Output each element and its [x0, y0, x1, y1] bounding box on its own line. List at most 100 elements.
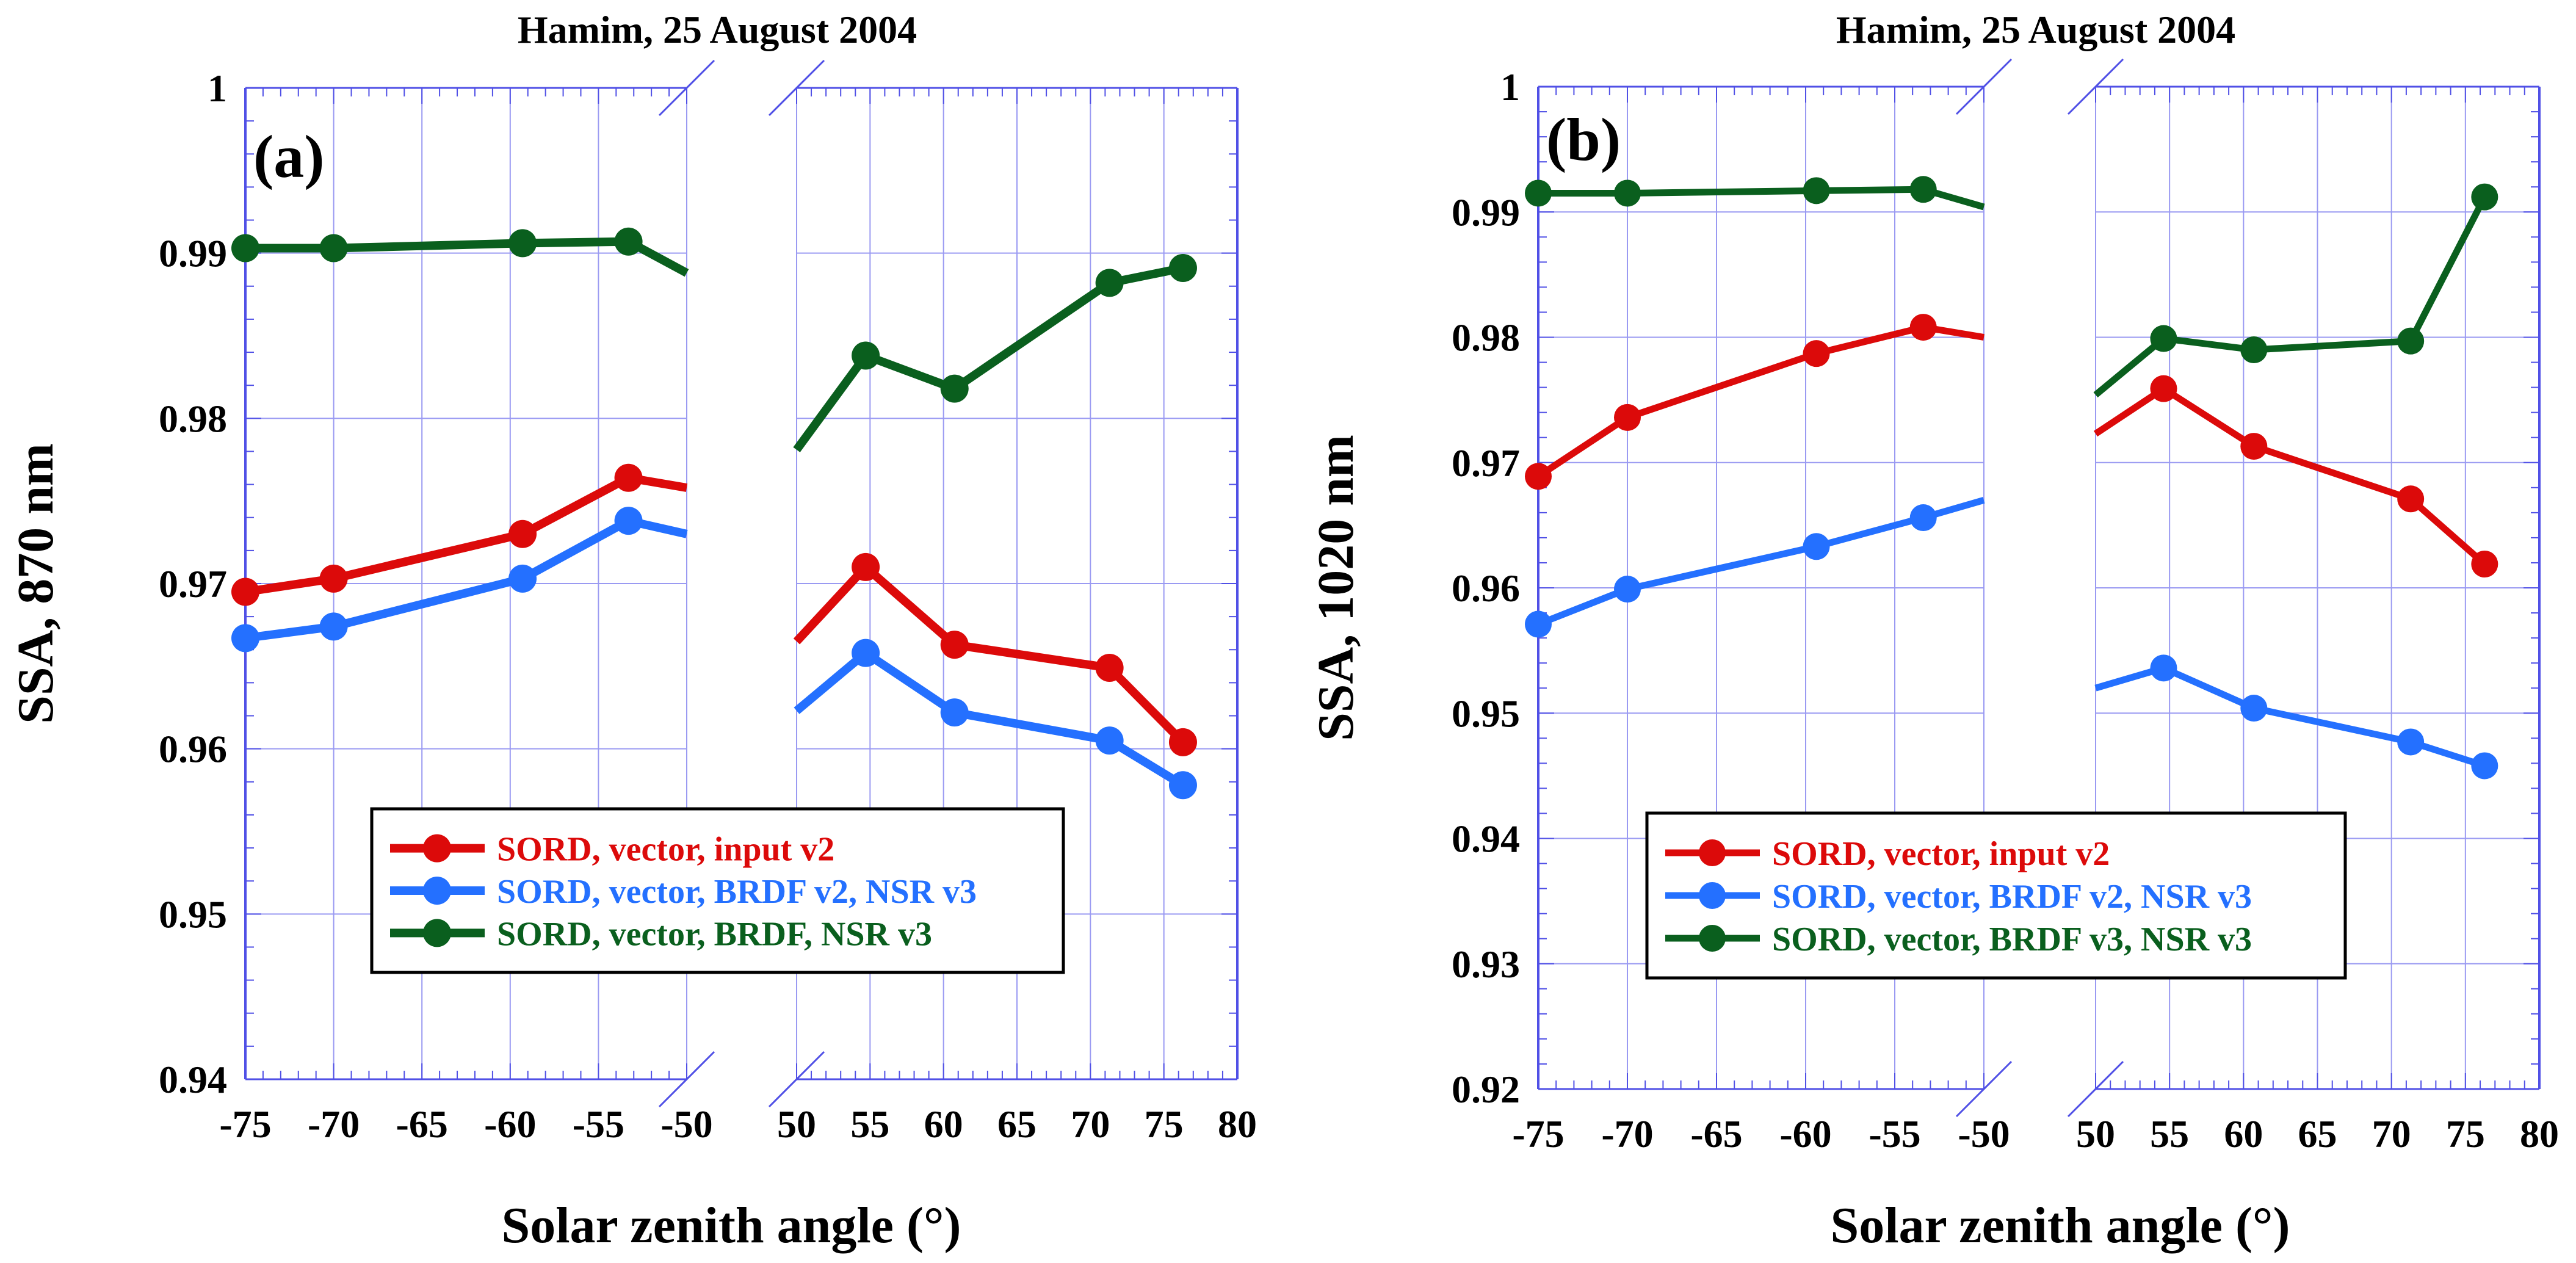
axis-break-mark: [768, 59, 825, 117]
y-tick-label: 0.99: [1452, 190, 1520, 234]
data-point: [614, 227, 643, 256]
data-point: [1525, 179, 1552, 207]
legend-marker: [423, 834, 451, 863]
legend-marker: [1699, 839, 1726, 866]
axis-segment-negative: -75 -70 -65 -60 -55 -50: [1512, 58, 2013, 1156]
axis-break-mark: [1955, 1060, 2013, 1118]
y-tick-label: 0.94: [159, 1058, 227, 1101]
data-point: [2150, 325, 2177, 352]
y-tick-label: 0.98: [1452, 316, 1520, 360]
x-tick-label: -65: [396, 1102, 448, 1146]
data-point: [1525, 463, 1552, 490]
legend-box: [370, 807, 1065, 974]
data-point: [1168, 728, 1197, 756]
data-point: [1909, 314, 1937, 341]
y-tick-label: 0.97: [1452, 441, 1520, 485]
data-point: [2471, 551, 2498, 578]
x-tick-label: 50: [2076, 1112, 2115, 1156]
legend: SORD, vector, input v2 SORD, vector, BRDF…: [370, 807, 1065, 974]
data-point: [1614, 404, 1641, 431]
data-point: [2240, 336, 2268, 364]
data-point: [2397, 485, 2425, 513]
data-point: [319, 612, 348, 641]
series-line: [2094, 664, 2486, 769]
x-tick-label: 50: [777, 1102, 816, 1146]
axis-break-mark: [1955, 58, 2013, 115]
data-point: [1803, 533, 1830, 560]
data-point: [852, 552, 880, 581]
y-tick-label: 0.97: [159, 562, 227, 606]
series-1: [231, 507, 1197, 800]
y-tick-label: 0.93: [1452, 943, 1520, 986]
series-line: [794, 648, 1185, 789]
y-tick-label: 1: [1500, 65, 1520, 109]
x-tick-label: 55: [2150, 1112, 2189, 1156]
x-tick-label: -55: [1869, 1112, 1920, 1156]
data-point: [1095, 726, 1124, 755]
legend-marker: [423, 877, 451, 905]
x-tick-label: -75: [219, 1102, 271, 1146]
axis-break-mark: [768, 1051, 825, 1108]
axis-break-mark: [2067, 1060, 2124, 1118]
x-tick-label: 80: [2520, 1112, 2559, 1156]
y-tick-label: 0.95: [1452, 692, 1520, 735]
legend-box: [1645, 811, 2347, 980]
data-point: [2240, 695, 2268, 722]
data-point: [319, 564, 348, 593]
y-tick-label: 0.98: [159, 397, 227, 440]
x-axis-label: Solar zenith angle (°): [1830, 1197, 2290, 1254]
data-point: [2240, 433, 2268, 460]
data-point: [1909, 176, 1937, 203]
data-point: [852, 341, 880, 370]
data-point: [2397, 327, 2425, 355]
data-point: [2471, 752, 2498, 780]
data-point: [2471, 183, 2498, 211]
series-line: [244, 473, 688, 596]
x-tick-label: -65: [1690, 1112, 1742, 1156]
x-tick-label: 70: [2372, 1112, 2411, 1156]
data-point: [508, 519, 537, 548]
legend-marker: [1699, 925, 1726, 952]
data-point: [1168, 771, 1197, 800]
legend-label: SORD, vector, input v2: [1772, 835, 2110, 873]
y-tick-label: 0.94: [1452, 817, 1520, 861]
legend-label: SORD, vector, input v2: [497, 831, 834, 869]
series-2: [1525, 176, 2498, 398]
data-point: [231, 624, 259, 653]
data-point: [614, 463, 643, 492]
x-tick-label: 75: [1145, 1102, 1184, 1146]
legend-marker: [1699, 882, 1726, 909]
y-tick-label: 1: [208, 67, 227, 110]
data-point: [2150, 654, 2177, 682]
y-tick-label: 0.96: [1452, 566, 1520, 610]
series-2: [231, 227, 1197, 452]
data-point: [614, 507, 643, 535]
data-point: [940, 631, 969, 659]
data-point: [940, 698, 969, 727]
x-tick-label: -70: [308, 1102, 360, 1146]
data-point: [1095, 654, 1124, 682]
data-point: [940, 374, 969, 403]
data-point: [1614, 179, 1641, 207]
x-tick-label: 65: [2298, 1112, 2337, 1156]
x-tick-label: -60: [1779, 1112, 1831, 1156]
x-tick-label: -75: [1512, 1112, 1564, 1156]
data-point: [231, 234, 259, 262]
data-point: [1525, 610, 1552, 638]
data-point: [1095, 269, 1124, 297]
legend-label: SORD, vector, BRDF, NSR v3: [497, 915, 932, 953]
series-line: [2093, 385, 2487, 567]
data-point: [231, 577, 259, 606]
panel-b: -75 -70 -65 -60 -55 -50 50 55 60 65 70 75 80 0.92 0.93…: [1308, 8, 2559, 1254]
data-point: [1168, 254, 1197, 283]
data-point: [2397, 728, 2425, 756]
y-axis-label: SSA, 1020 nm: [1308, 435, 1364, 741]
x-tick-label: 60: [2224, 1112, 2263, 1156]
y-tick-label: 0.99: [159, 232, 227, 275]
axis-segment-negative: -75 -70 -65 -60 -55 -50: [219, 59, 715, 1146]
x-tick-label: 75: [2446, 1112, 2485, 1156]
series-1: [1525, 497, 2498, 780]
data-point: [1803, 177, 1830, 204]
chart-title: Hamim, 25 August 2004: [518, 8, 917, 51]
